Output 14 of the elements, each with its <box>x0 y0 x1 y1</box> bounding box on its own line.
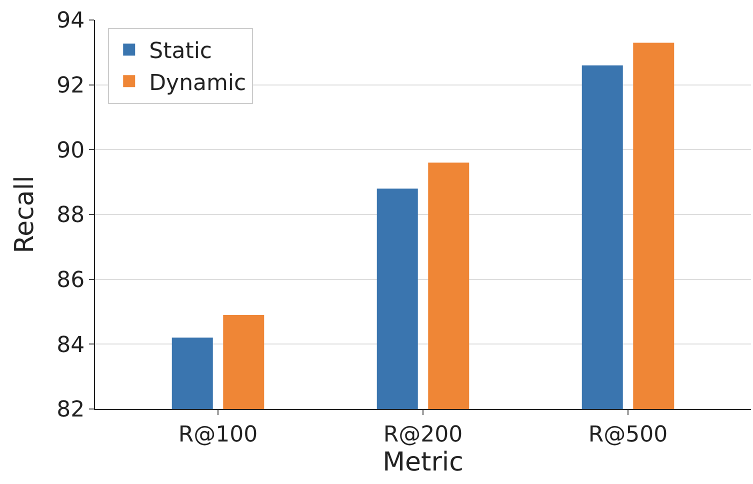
y-tick-label: 92 <box>56 74 85 99</box>
legend-label: Static <box>149 39 212 64</box>
x-tick-label: R@100 <box>178 422 258 448</box>
y-tick-label: 86 <box>56 268 85 294</box>
y-tick-label: 82 <box>56 398 85 423</box>
y-tick-label: 90 <box>56 138 85 164</box>
y-tick-label: 88 <box>56 203 85 228</box>
x-axis-title: Metric <box>382 447 464 478</box>
y-axis-title: Recall <box>10 176 40 254</box>
x-tick-label: R@500 <box>588 422 668 448</box>
legend-label: Dynamic <box>149 70 246 96</box>
x-tick-label: R@200 <box>383 422 463 448</box>
y-tick-label: 84 <box>56 332 85 358</box>
y-tick-label: 94 <box>56 8 85 34</box>
